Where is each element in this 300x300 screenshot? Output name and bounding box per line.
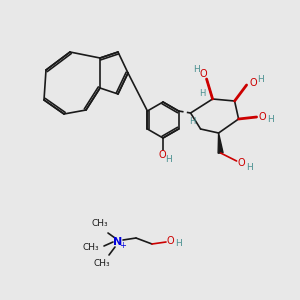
Text: O: O <box>166 236 174 246</box>
Text: H: H <box>267 115 274 124</box>
Text: H: H <box>165 155 171 164</box>
Text: O: O <box>259 112 266 122</box>
Text: H: H <box>189 118 196 127</box>
Text: H: H <box>200 88 206 98</box>
Text: +: + <box>120 242 126 250</box>
Text: O: O <box>250 78 257 88</box>
Text: O: O <box>158 150 166 160</box>
Text: N: N <box>113 237 123 247</box>
Text: H: H <box>175 238 182 247</box>
Text: CH₃: CH₃ <box>83 242 99 251</box>
Text: H: H <box>257 74 264 83</box>
Text: O: O <box>238 158 245 168</box>
Polygon shape <box>218 133 223 153</box>
Text: O: O <box>200 69 207 79</box>
Text: H: H <box>246 163 253 172</box>
Text: H: H <box>193 64 200 74</box>
Text: CH₃: CH₃ <box>92 220 108 229</box>
Text: CH₃: CH₃ <box>94 260 110 268</box>
